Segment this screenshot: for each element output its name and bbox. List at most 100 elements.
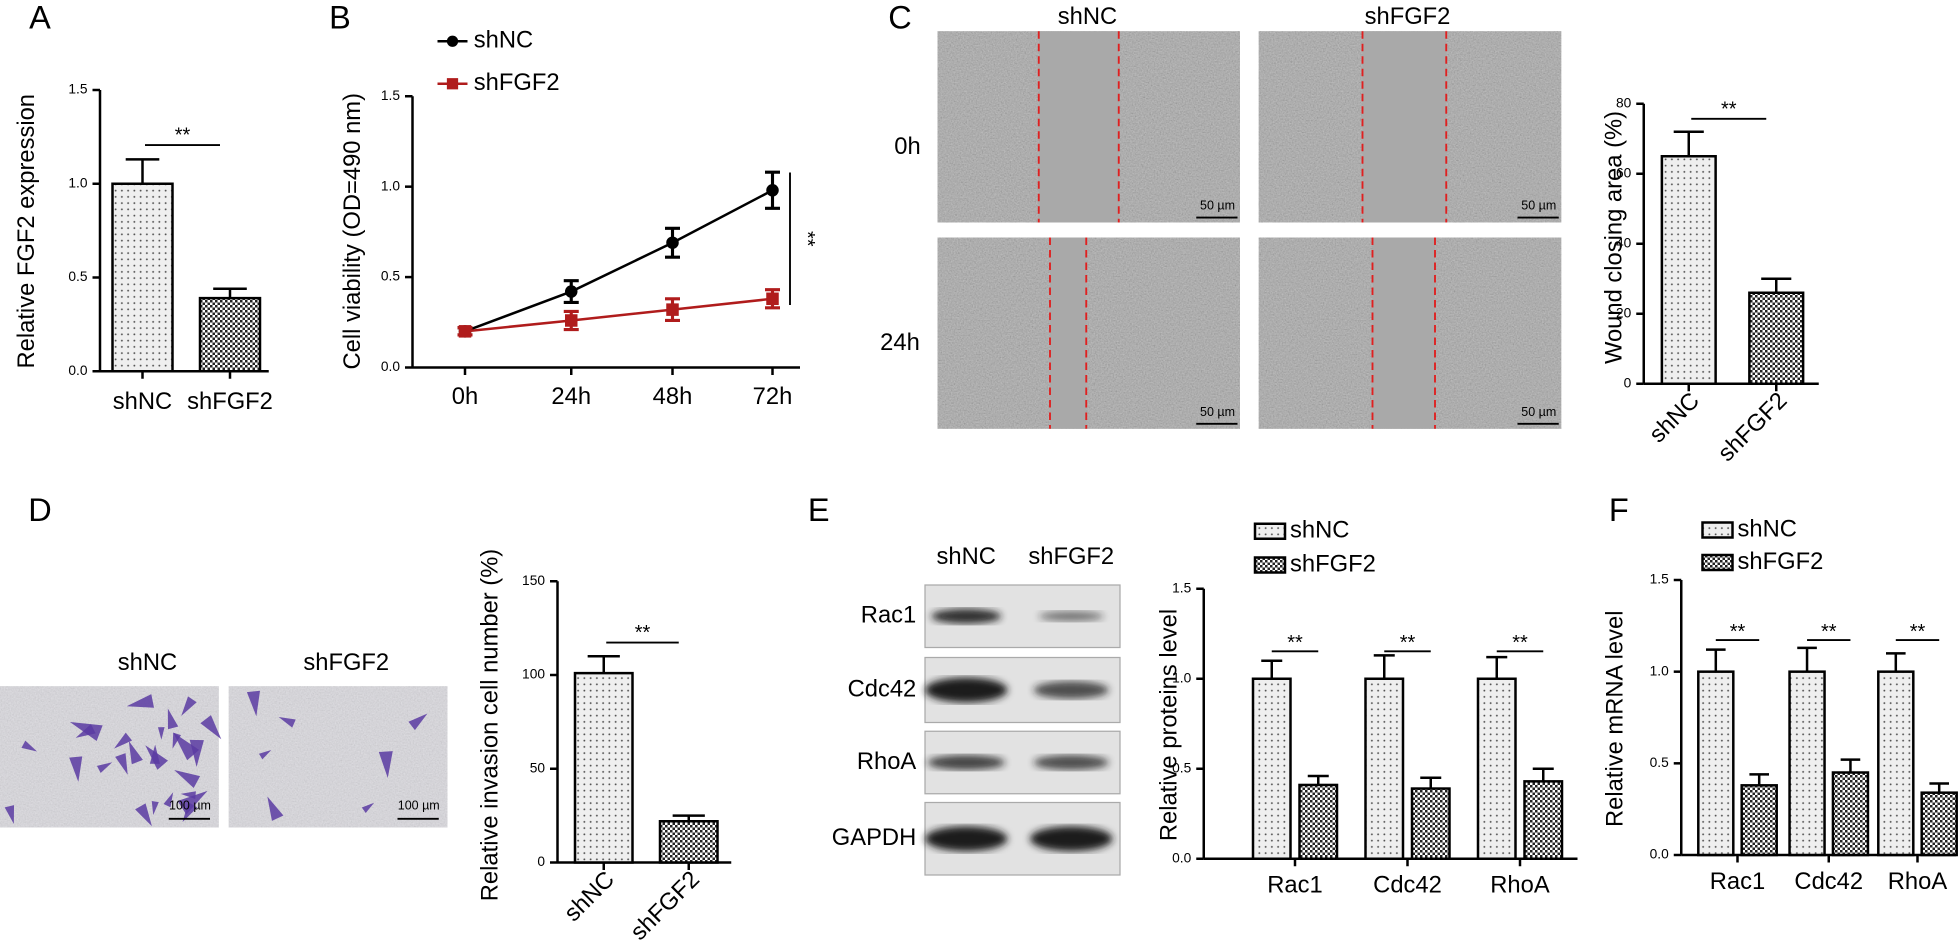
series-line	[464, 189, 774, 333]
error-bar	[213, 287, 247, 299]
bar	[1410, 787, 1451, 861]
stained-cell	[174, 770, 201, 788]
y-axis-title: Wound closing area (%)	[1600, 111, 1627, 364]
marker	[666, 236, 679, 249]
stained-cell	[21, 740, 38, 752]
y-axis-title: Relative invasion cell number (%)	[477, 549, 504, 901]
bar	[111, 182, 174, 373]
error-bar	[1749, 773, 1769, 786]
blot-row-label: GAPDH	[832, 824, 916, 851]
error-bar	[1929, 782, 1949, 793]
wound-gap	[1050, 237, 1087, 429]
image-row-label: 0h	[894, 133, 920, 160]
x-tick-label: RhoA	[1888, 868, 1948, 895]
legend-swatch	[1253, 522, 1287, 540]
x-tick-label: RhoA	[1490, 872, 1550, 899]
stained-cell	[157, 727, 165, 740]
stained-cell	[135, 803, 152, 827]
blot-band	[925, 826, 1008, 852]
legend-swatch	[1253, 556, 1287, 574]
wound-gap	[1362, 31, 1447, 223]
error-bar	[1673, 130, 1704, 157]
error-bar	[1706, 648, 1726, 672]
blot-band	[927, 755, 1005, 770]
legend-label: shNC	[1738, 515, 1797, 542]
y-axis-title: Relative FGF2 expression	[13, 94, 40, 369]
significance: **	[635, 622, 651, 644]
image-column-label: shNC	[1058, 3, 1117, 30]
bar	[1788, 670, 1826, 857]
image-column-label: shFGF2	[1365, 3, 1451, 30]
bar	[1476, 677, 1517, 860]
blot-row-label: Cdc42	[848, 675, 917, 702]
error-bar	[1486, 655, 1508, 679]
bar	[658, 820, 719, 864]
legend-marker	[446, 78, 459, 90]
y-tick-label: 100	[522, 667, 545, 682]
significance: **	[1400, 632, 1416, 654]
bar	[1251, 677, 1292, 860]
y-tick-label: 0.5	[381, 269, 400, 284]
bar	[1523, 780, 1564, 861]
wound-gap	[1038, 31, 1119, 223]
y-axis-title: Relative proteins level	[1155, 609, 1182, 841]
stained-cell	[126, 694, 155, 708]
error-bar	[125, 158, 160, 184]
marker	[565, 285, 578, 298]
x-tick-label: shFGF2	[1713, 387, 1793, 467]
stained-cell	[181, 696, 197, 716]
blot-band	[1030, 826, 1113, 852]
error-bar	[1307, 774, 1329, 785]
significance: **	[1287, 632, 1303, 654]
bar	[1877, 670, 1915, 857]
bar	[1740, 784, 1778, 857]
y-tick-label: 80	[1616, 95, 1632, 110]
y-tick-label: 0	[1624, 375, 1632, 390]
y-tick-label: 1.0	[381, 178, 400, 193]
bar	[198, 296, 262, 373]
image-column-label: shFGF2	[303, 649, 389, 676]
y-tick-label: 1.0	[68, 175, 87, 190]
y-tick-label: 1.0	[1172, 670, 1191, 685]
y-tick-label: 0.5	[1172, 760, 1191, 775]
stained-cell	[173, 732, 200, 761]
y-tick-label: 40	[1616, 235, 1632, 250]
marker	[565, 314, 578, 327]
scale-bar-label: 100 µm	[169, 799, 211, 813]
stained-cell	[75, 724, 96, 738]
stained-cell	[145, 745, 168, 770]
blot-band	[1033, 755, 1109, 770]
stained-cell	[151, 801, 159, 816]
bar	[1831, 771, 1870, 857]
stained-cell	[267, 796, 284, 821]
bar	[1298, 783, 1339, 861]
y-tick-label: 0.5	[1650, 755, 1669, 770]
stained-cell	[182, 802, 198, 823]
scale-bar-label: 50 µm	[1200, 199, 1235, 213]
stained-cell	[115, 753, 128, 775]
stained-cell	[378, 751, 393, 779]
panel-label: B	[329, 0, 351, 36]
image-row-label: 24h	[880, 329, 920, 356]
marker	[666, 303, 679, 316]
y-tick-label: 20	[1616, 305, 1632, 320]
panel-label: D	[28, 492, 51, 528]
panel-label: F	[1609, 492, 1629, 528]
stained-cell	[189, 739, 204, 767]
x-tick-label: Rac1	[1710, 868, 1765, 895]
error-bar	[587, 655, 620, 674]
error-bar	[1840, 758, 1861, 773]
legend-label: shFGF2	[1290, 550, 1376, 577]
y-tick-label: 0.0	[381, 359, 400, 374]
bar	[1697, 670, 1735, 857]
wound-gap	[1372, 237, 1435, 429]
significance: **	[1721, 98, 1737, 120]
stained-cell	[408, 713, 428, 731]
error-bar	[1797, 646, 1817, 672]
y-tick-label: 0.0	[1650, 847, 1669, 862]
y-tick-label: 0.0	[1172, 850, 1191, 865]
y-tick-label: 1.5	[381, 88, 400, 103]
panel-label: E	[808, 492, 830, 528]
significance: **	[175, 125, 191, 147]
y-tick-label: 1.5	[68, 82, 87, 97]
